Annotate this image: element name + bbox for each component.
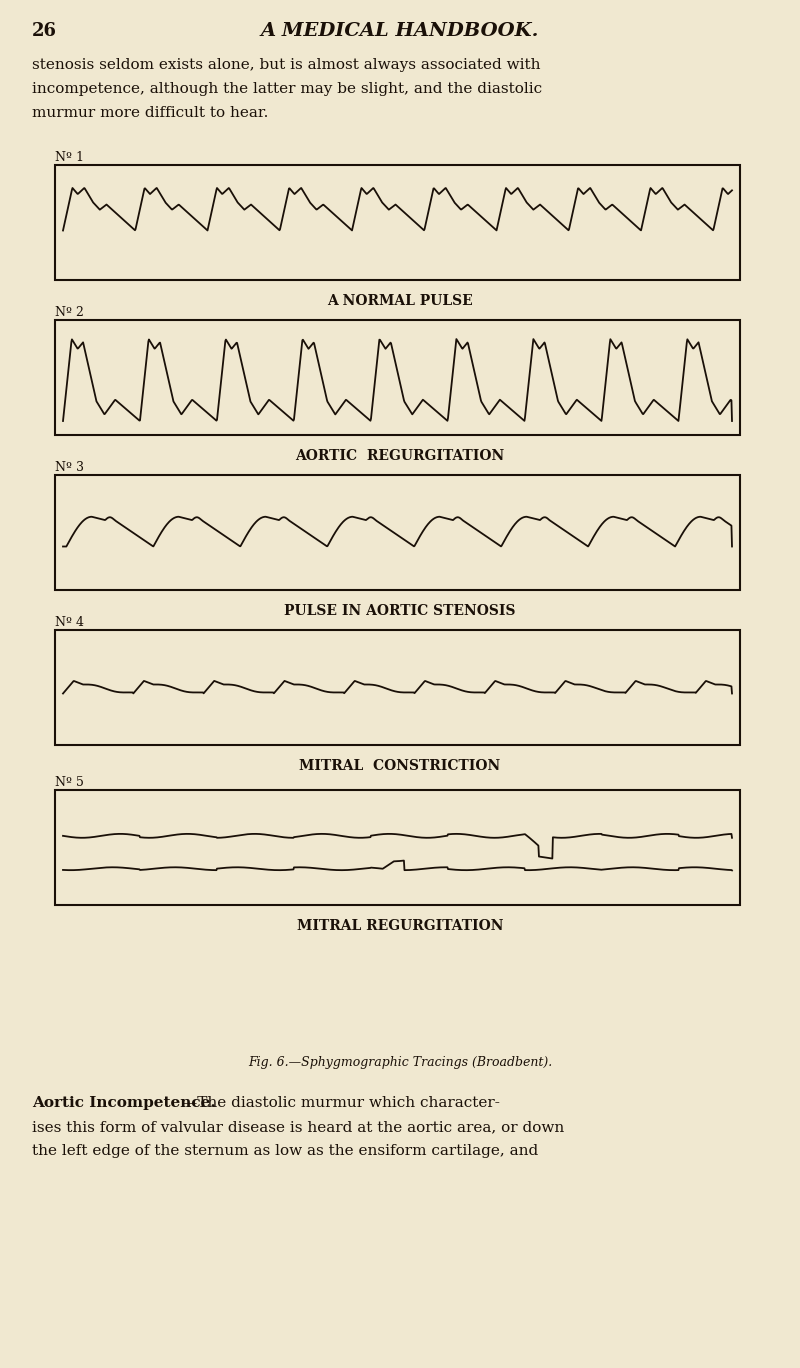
Text: murmur more difficult to hear.: murmur more difficult to hear. [32,105,268,120]
Bar [55,789,740,906]
Bar [55,631,740,746]
Text: Aortic Incompetence.: Aortic Incompetence. [32,1096,216,1109]
Text: the left edge of the sternum as low as the ensiform cartilage, and: the left edge of the sternum as low as t… [32,1144,538,1157]
Text: incompetence, although the latter may be slight, and the diastolic: incompetence, although the latter may be… [32,82,542,96]
Text: 26: 26 [32,22,57,40]
Text: A MEDICAL HANDBOOK.: A MEDICAL HANDBOOK. [261,22,539,40]
Text: Nº 1: Nº 1 [55,150,84,164]
Text: MITRAL REGURGITATION: MITRAL REGURGITATION [297,919,503,933]
Text: —The diastolic murmur which character-: —The diastolic murmur which character- [182,1096,500,1109]
Text: AORTIC  REGURGITATION: AORTIC REGURGITATION [295,449,505,462]
Text: stenosis seldom exists alone, but is almost always associated with: stenosis seldom exists alone, but is alm… [32,57,541,73]
Text: MITRAL  CONSTRICTION: MITRAL CONSTRICTION [299,759,501,773]
Bar [55,475,740,590]
Text: Fig. 6.—Sphygmographic Tracings (Broadbent).: Fig. 6.—Sphygmographic Tracings (Broadbe… [248,1056,552,1068]
Text: A NORMAL PULSE: A NORMAL PULSE [327,294,473,308]
Bar [55,166,740,280]
Bar [55,320,740,435]
Text: PULSE IN AORTIC STENOSIS: PULSE IN AORTIC STENOSIS [284,605,516,618]
Text: Nº 4: Nº 4 [55,616,84,629]
Text: Nº 2: Nº 2 [55,306,84,319]
Text: Nº 3: Nº 3 [55,461,84,473]
Text: ises this form of valvular disease is heard at the aortic area, or down: ises this form of valvular disease is he… [32,1120,564,1134]
Text: Nº 5: Nº 5 [55,776,84,789]
